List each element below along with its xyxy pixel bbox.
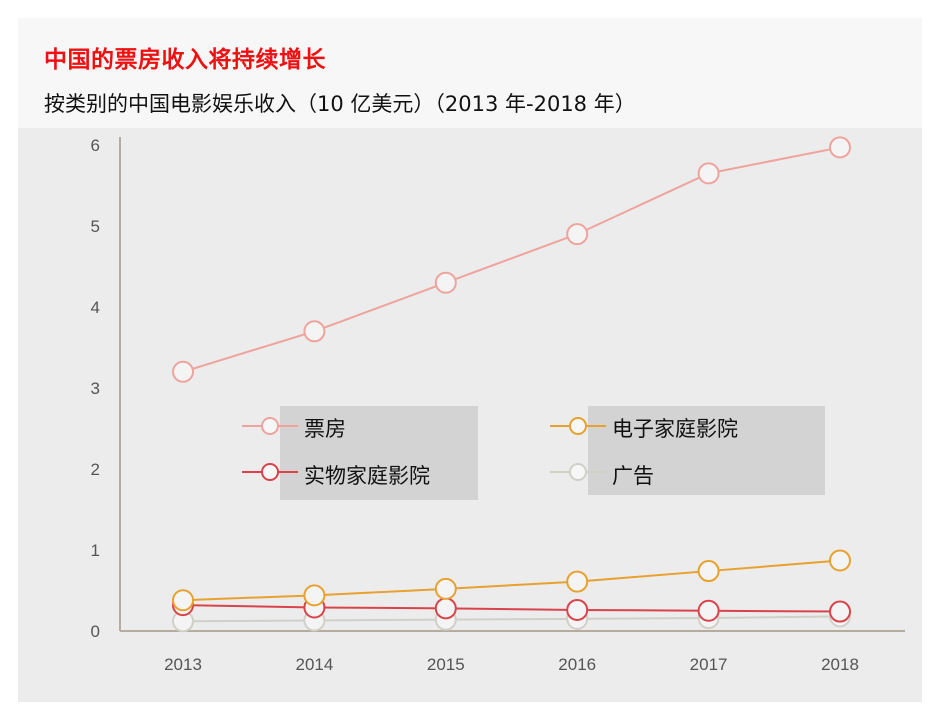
data-point-box-office-2016 (566, 223, 589, 246)
chart-header: 中国的票房收入将持续增长 按类别的中国电影娱乐收入（10 亿美元）（2013 年… (18, 18, 922, 128)
chart-axes: 0 1 2 3 4 5 6 2013 2014 2015 2016 2017 2018 (91, 136, 905, 674)
y-tick-label-1: 1 (91, 541, 100, 560)
data-point-home-video-electronic-2013 (172, 589, 194, 612)
legend-label-home-video-physical: 实物家庭影院 (304, 464, 430, 488)
legend-marker-box-office (242, 417, 298, 435)
data-point-home-video-physical-2015 (434, 597, 457, 620)
legend-marker-home-video-electronic (550, 417, 606, 435)
x-tick-label-2017: 2017 (690, 655, 728, 674)
data-point-box-office-2018 (829, 136, 851, 159)
line-chart: 0 1 2 3 4 5 6 2013 2014 2015 2016 2017 2018 (91, 136, 905, 674)
x-tick-label-2013: 2013 (164, 655, 202, 674)
legend-marker-advertising (550, 463, 606, 481)
y-tick-label-0: 0 (91, 622, 100, 641)
data-point-home-video-physical-2017 (697, 599, 720, 622)
data-point-home-video-electronic-2014 (303, 584, 326, 607)
x-tick-label-2018: 2018 (821, 655, 859, 674)
legend-box-left (280, 406, 478, 500)
data-point-home-video-electronic-2016 (566, 570, 589, 593)
x-tick-label-2014: 2014 (295, 655, 333, 674)
data-point-home-video-physical-2016 (566, 598, 589, 621)
y-tick-label-2: 2 (91, 460, 100, 479)
data-point-box-office-2017 (697, 162, 720, 185)
chart-series (172, 136, 851, 633)
chart-frame: 中国的票房收入将持续增长 按类别的中国电影娱乐收入（10 亿美元）（2013 年… (18, 18, 922, 702)
legend-label-home-video-electronic: 电子家庭影院 (612, 417, 738, 441)
data-point-home-video-electronic-2018 (829, 549, 851, 572)
legend-box-right (588, 406, 825, 495)
data-point-box-office-2015 (434, 271, 457, 294)
series-line-home-video-physical (182, 604, 841, 613)
data-point-home-video-electronic-2017 (697, 560, 720, 583)
series-line-box-office (182, 146, 841, 373)
legend-label-advertising: 广告 (612, 464, 654, 488)
series-line-advertising (182, 615, 841, 623)
y-tick-label-4: 4 (91, 298, 100, 317)
y-tick-label-3: 3 (91, 379, 100, 398)
chart-subtitle: 按类别的中国电影娱乐收入（10 亿美元）（2013 年-2018 年） (44, 92, 636, 116)
y-tick-label-6: 6 (91, 136, 100, 155)
chart-title: 中国的票房收入将持续增长 (44, 47, 326, 73)
data-point-home-video-electronic-2015 (434, 577, 457, 600)
legend-label-box-office: 票房 (304, 417, 346, 441)
data-point-box-office-2013 (172, 360, 194, 383)
y-tick-label-5: 5 (91, 217, 100, 236)
x-tick-label-2015: 2015 (427, 655, 465, 674)
legend-marker-home-video-physical (242, 463, 298, 481)
data-point-box-office-2014 (303, 320, 326, 343)
data-point-home-video-physical-2018 (829, 600, 851, 623)
x-tick-label-2016: 2016 (558, 655, 596, 674)
series-line-home-video-electronic (182, 559, 841, 602)
